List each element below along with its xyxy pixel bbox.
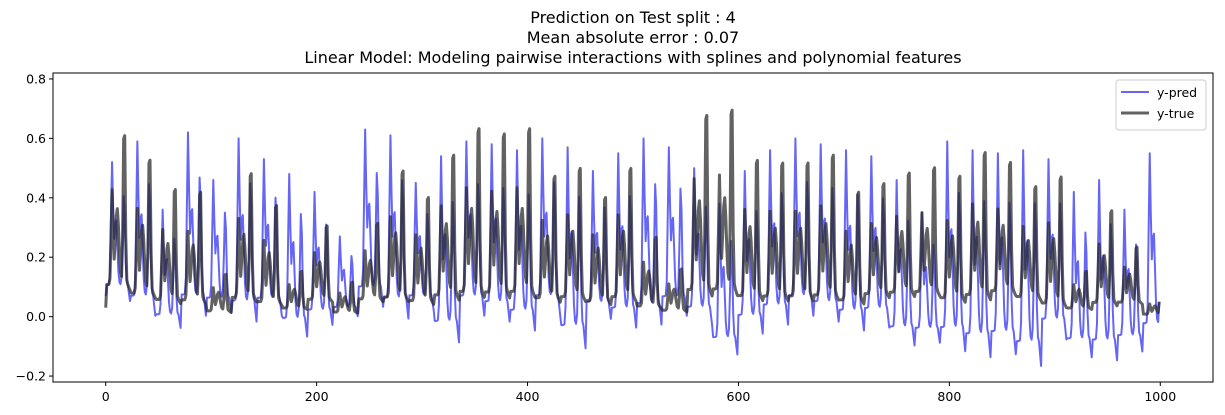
y-tick-label: 0.8	[26, 71, 46, 86]
chart-title: Prediction on Test split : 4 Mean absolu…	[304, 8, 961, 67]
x-tick-label: 200	[305, 389, 329, 404]
x-tick-label: 400	[516, 389, 540, 404]
title-line-1: Prediction on Test split : 4	[530, 8, 736, 27]
legend: y-pred y-true	[1115, 79, 1207, 131]
y-tick-label: −0.2	[16, 369, 46, 384]
title-line-3: Linear Model: Modeling pairwise interact…	[304, 48, 961, 67]
y-tick-label: 0.2	[26, 250, 46, 265]
x-tick-label: 600	[727, 389, 751, 404]
x-tick-label: 0	[102, 389, 110, 404]
y-tick-label: 0.4	[26, 190, 46, 205]
y-tick-label: 0.0	[26, 309, 46, 324]
title-line-2: Mean absolute error : 0.07	[527, 28, 739, 47]
series-line-y-true	[104, 108, 1161, 316]
y-tick-label: 0.6	[26, 131, 46, 146]
legend-label-y-true: y-true	[1157, 106, 1195, 121]
series-layer	[104, 108, 1161, 368]
legend-label-y-pred: y-pred	[1157, 85, 1197, 100]
x-axis: 0 200 400 600 800 1000	[102, 382, 1176, 404]
x-tick-label: 1000	[1144, 389, 1176, 404]
y-axis: −0.2 0.0 0.2 0.4 0.6 0.8	[16, 71, 53, 384]
plot-area-frame	[52, 72, 1214, 383]
x-tick-label: 800	[937, 389, 961, 404]
